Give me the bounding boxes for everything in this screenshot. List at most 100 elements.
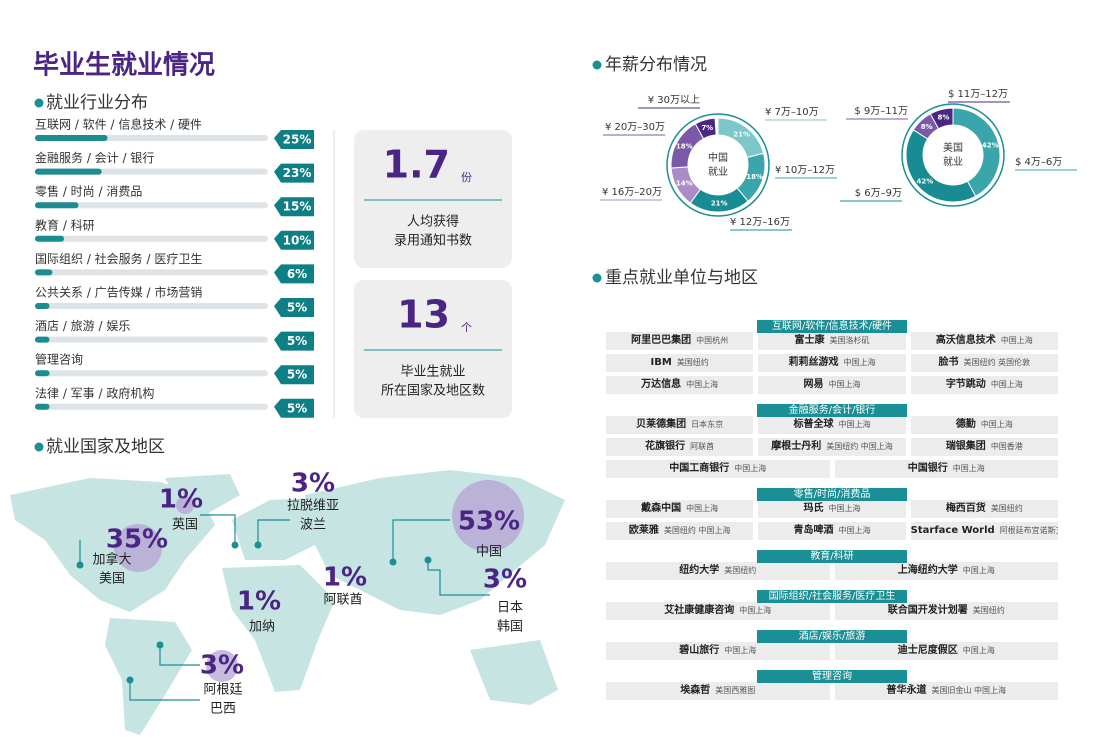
country-share: 1% — [323, 563, 367, 593]
employer-cell: 标普全球 中国上海 — [758, 416, 906, 434]
bar — [35, 303, 50, 309]
segment-label: 42% — [917, 177, 934, 185]
employer-location: 美国旧金山 中国上海 — [931, 686, 1007, 695]
employer-location: 中国上海 — [686, 504, 719, 513]
employer-location: 美国纽约 — [972, 606, 1005, 615]
section-label: 零售/时尚/消费品 — [757, 488, 907, 501]
employer-name: 上海纽约大学 — [897, 565, 958, 576]
segment-label: 18% — [676, 142, 693, 150]
section-label: 国际组织/社会服务/医疗卫生 — [757, 590, 907, 603]
country-name: 英国 — [172, 518, 198, 533]
section-label: 互联网/软件/信息技术/硬件 — [757, 320, 907, 333]
country-name: 阿联酋 — [323, 592, 362, 608]
country-share: 1% — [237, 587, 281, 617]
employer-row: 阿里巴巴集团 中国杭州 富士康 美国洛杉矶 高沃信息技术 中国上海 — [606, 332, 1058, 350]
page-title: 毕业生就业情况 — [33, 51, 215, 81]
donut-segment — [694, 117, 717, 140]
segment-category: $ 9万–11万 — [854, 106, 908, 117]
employer-name: 中国银行 — [907, 463, 948, 474]
section-title: 重点就业单位与地区 — [605, 268, 758, 288]
segment-label: 7% — [701, 124, 713, 132]
category-label: 酒店 / 旅游 / 娱乐 — [35, 319, 130, 333]
employer-row: 中国工商银行 中国上海 中国银行 中国上海 — [606, 460, 1058, 478]
employer-cell: 德勤 中国上海 — [910, 416, 1058, 434]
pin — [126, 676, 134, 684]
bar — [35, 235, 64, 242]
employer-location: 美国纽约 中国上海 — [663, 526, 731, 535]
employer-name: 脸书 — [938, 357, 959, 368]
leader-line — [392, 519, 450, 562]
country-name: 拉脱维亚 — [287, 499, 339, 514]
stat-caption: 毕业生就业 — [400, 365, 465, 380]
segment-label: 21% — [711, 199, 728, 207]
employer-name: 中国工商银行 — [669, 463, 730, 474]
category-label: 互联网 / 软件 / 信息技术 / 硬件 — [35, 117, 202, 132]
employer-name: 阿里巴巴集团 — [631, 335, 692, 346]
employer-cell: 玛氏 中国上海 — [758, 500, 906, 518]
employer-location: 中国杭州 — [696, 336, 729, 345]
employer-name: 字节跳动 — [945, 379, 986, 390]
bar — [35, 135, 108, 141]
section-label: 金融服务/会计/银行 — [757, 404, 907, 417]
bar — [35, 370, 50, 377]
bar-track — [35, 269, 268, 276]
employer-name: 迪士尼度假区 — [897, 645, 958, 656]
employer-name: 高沃信息技术 — [935, 335, 996, 346]
donut-ring — [901, 103, 1005, 207]
category-label: 管理咨询 — [35, 352, 83, 367]
employer-name: 欧莱雅 — [628, 525, 659, 536]
bar — [35, 336, 50, 343]
employer-row: 花旗银行 阿联酋 摩根士丹利 美国纽约 中国上海 瑞银集团 中国香港 — [606, 438, 1058, 456]
employer-name: 网易 — [803, 379, 824, 390]
employer-name: 莉莉丝游戏 — [788, 357, 839, 368]
employer-location: 美国纽约 中国上海 — [826, 442, 893, 451]
employer-name: 标普全球 — [793, 419, 834, 430]
country-name: 韩国 — [497, 620, 523, 635]
badge — [274, 264, 314, 284]
dot — [34, 442, 44, 452]
pin — [424, 556, 432, 564]
section-label: 教育/科研 — [757, 550, 907, 563]
country-name: 巴西 — [210, 702, 236, 717]
employer-cell: IBM 美国纽约 — [606, 354, 754, 372]
section-header: 国际组织/社会服务/医疗卫生 — [606, 584, 1058, 603]
segment-category: ¥ 16万–20万 — [602, 187, 662, 198]
dot — [34, 98, 44, 108]
country-name: 日本 — [497, 601, 523, 616]
employer-location: 中国上海 — [952, 464, 985, 473]
employer-row: IBM 美国纽约 莉莉丝游戏 中国上海 脸书 美国纽约 英国伦敦 — [606, 354, 1058, 372]
segment-label: 42% — [982, 141, 999, 149]
bar-track — [35, 202, 268, 209]
employer-name: 德勤 — [955, 419, 976, 430]
employer-location: 中国上海 — [838, 526, 871, 535]
section-header: 金融服务/会计/银行 — [606, 398, 1058, 417]
badge — [274, 398, 314, 418]
employer-name: 青岛啤酒 — [793, 525, 834, 536]
employer-table: 互联网/软件/信息技术/硬件 阿里巴巴集团 中国杭州 富士康 美国洛杉矶 高沃信息技术 中国… — [606, 312, 1058, 704]
employer-row: 艾社康健康咨询 中国上海 联合国开发计划署 美国纽约 — [606, 602, 1058, 620]
badge — [274, 197, 314, 217]
section-label: 酒店/娱乐/旅游 — [757, 630, 907, 643]
section-header: 教育/科研 — [606, 544, 1058, 563]
employer-name: 万达信息 — [641, 379, 682, 390]
section-header: 酒店/娱乐/旅游 — [606, 624, 1058, 643]
employer-cell: 字节跳动 中国上海 — [910, 376, 1058, 394]
value-label: 25% — [283, 133, 312, 147]
stat-caption: 人均获得 — [407, 214, 459, 230]
employer-cell: 中国工商银行 中国上海 — [606, 460, 830, 478]
bar-track — [35, 403, 268, 410]
employer-location: 美国纽约 英国伦敦 — [963, 358, 1031, 367]
employer-location: 中国上海 — [962, 566, 995, 575]
employer-row: 贝莱德集团 日本东京 标普全球 中国上海 德勤 中国上海 — [606, 416, 1058, 434]
donut-segment — [929, 107, 954, 130]
bar — [35, 168, 102, 175]
segment-category: ¥ 10万–12万 — [775, 165, 835, 176]
bar — [35, 269, 53, 276]
segment-category: ¥ 30万以上 — [648, 94, 700, 106]
bar — [35, 403, 50, 410]
value-label: 5% — [287, 334, 307, 348]
stat-caption: 所在国家及地区数 — [381, 383, 485, 399]
employer-cell: 万达信息 中国上海 — [606, 376, 754, 394]
bubble — [206, 650, 238, 682]
